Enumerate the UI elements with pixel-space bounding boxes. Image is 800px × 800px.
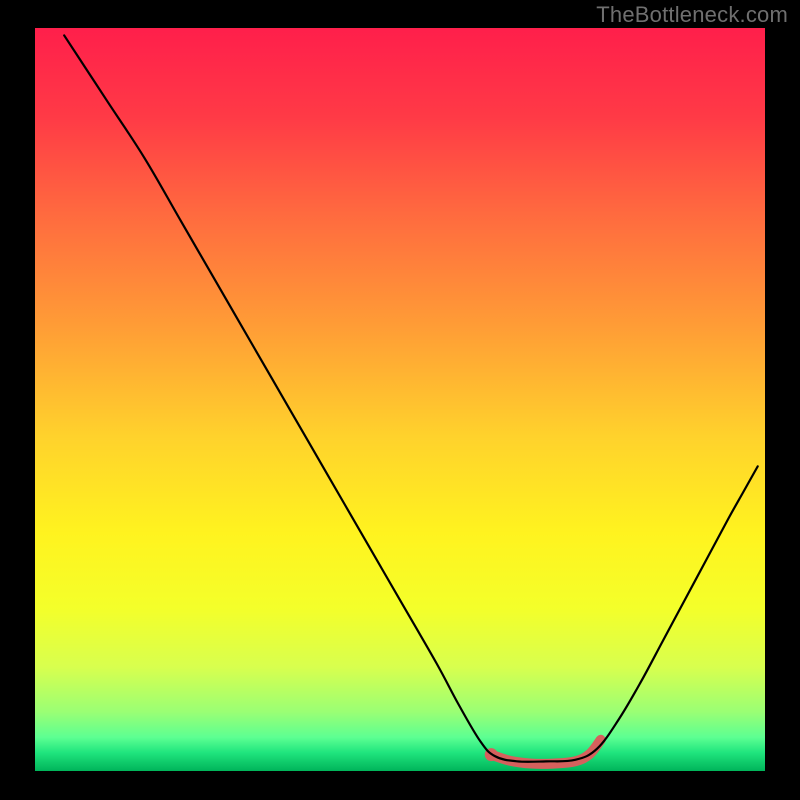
plot-background (35, 28, 765, 771)
watermark-text: TheBottleneck.com (596, 2, 788, 28)
chart-container: { "meta": { "watermark_text": "TheBottle… (0, 0, 800, 800)
bottleneck-chart (0, 0, 800, 800)
